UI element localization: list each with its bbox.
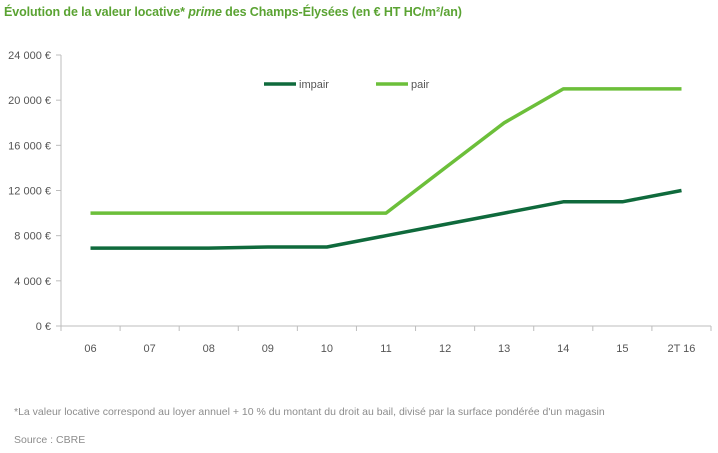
x-tick-label: 12 bbox=[439, 343, 451, 355]
x-tick-label: 2T 16 bbox=[667, 343, 695, 355]
x-tick-label: 10 bbox=[321, 343, 333, 355]
series-line-pair bbox=[90, 87, 682, 215]
series-line-impair bbox=[90, 188, 682, 250]
chart-title-part3: des Champs-Élysées (en € HT HC/m²/an) bbox=[221, 5, 462, 19]
x-tick-label: 13 bbox=[498, 343, 510, 355]
chart-title: Évolution de la valeur locative* prime d… bbox=[4, 5, 462, 19]
y-tick-label: 4 000 € bbox=[14, 276, 51, 288]
x-tick-label: 15 bbox=[616, 343, 628, 355]
y-tick-label: 20 000 € bbox=[8, 95, 51, 107]
x-tick-label: 11 bbox=[380, 343, 391, 355]
x-tick-label: 08 bbox=[203, 343, 215, 355]
source-note: Source : CBRE bbox=[14, 434, 86, 446]
y-tick-label: 0 € bbox=[36, 321, 51, 333]
y-tick-label: 8 000 € bbox=[14, 231, 51, 243]
series-lines bbox=[90, 87, 682, 250]
x-axis: 06 07 08 09 10 11 12 13 14 15 2T 16 bbox=[60, 325, 712, 355]
legend-label-impair: impair bbox=[299, 79, 329, 91]
chart-title-italic: prime bbox=[188, 5, 222, 19]
x-tick-label: 09 bbox=[262, 343, 274, 355]
chart-title-part1: Évolution de la valeur locative* bbox=[4, 5, 189, 19]
y-axis: 0 € 4 000 € 8 000 € 12 000 € 16 000 € 20 000 … bbox=[8, 50, 62, 333]
line-chart: 0 € 4 000 € 8 000 € 12 000 € 16 000 € 20 000 … bbox=[8, 50, 712, 355]
y-tick-label: 12 000 € bbox=[8, 186, 51, 198]
footnote: *La valeur locative correspond au loyer … bbox=[14, 406, 605, 418]
x-tick-label: 14 bbox=[557, 343, 569, 355]
y-tick-label: 24 000 € bbox=[8, 50, 51, 62]
y-tick-label: 16 000 € bbox=[8, 140, 51, 152]
x-tick-label: 07 bbox=[144, 343, 156, 355]
x-tick-label: 06 bbox=[84, 343, 96, 355]
legend: impair pair bbox=[264, 79, 430, 91]
legend-label-pair: pair bbox=[411, 79, 430, 91]
